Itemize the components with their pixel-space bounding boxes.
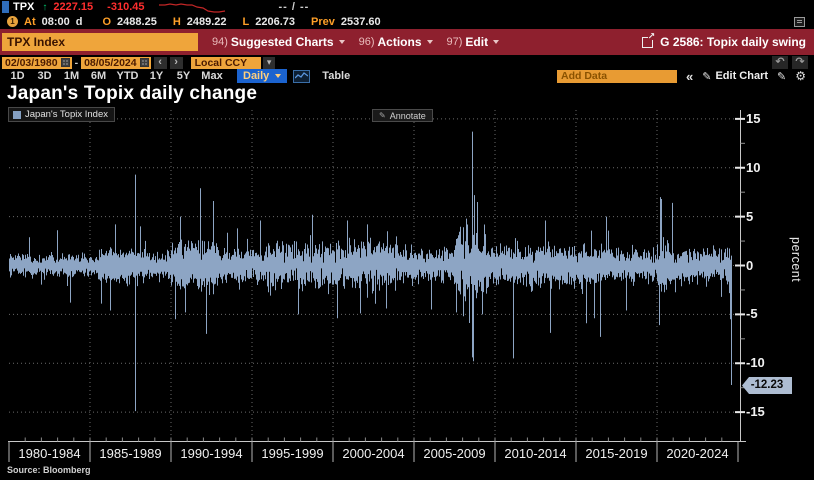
prev-value: 2537.60 (340, 15, 381, 28)
legend-label: Japan's Topix Index (25, 109, 108, 120)
y-axis-tick-label: 15 (746, 110, 761, 126)
bid-ask-placeholder: -- / -- (278, 1, 310, 13)
range-ytd[interactable]: YTD (116, 70, 139, 82)
periodicity-select[interactable]: Daily (237, 69, 288, 83)
next-period-button[interactable]: › (169, 56, 183, 69)
actions-menu[interactable]: 96) Actions (359, 35, 433, 49)
open-value: 2488.25 (117, 15, 157, 28)
menu-key: 97) (446, 36, 463, 48)
caret-down-icon (493, 40, 500, 44)
caret-down-icon (338, 40, 345, 44)
currency-select[interactable]: Local CCY (190, 56, 262, 69)
range-1y[interactable]: 1Y (149, 70, 164, 82)
low-value: 2206.73 (255, 15, 296, 28)
x-axis-label: 2010-2014 (504, 446, 567, 461)
delayed-quote-icon: 1 (7, 16, 18, 27)
annotate-button[interactable]: ✎ Annotate (372, 109, 433, 122)
line-chart-icon[interactable] (293, 69, 311, 83)
low-label: L (242, 15, 250, 28)
date-to-field[interactable]: 08/05/2024 (81, 56, 151, 69)
y-axis-tick-label: -5 (746, 306, 758, 322)
y-axis-tick-label: 5 (746, 208, 754, 224)
menu-label: Actions (377, 35, 422, 49)
y-axis-tick-label: 0 (746, 257, 754, 273)
gear-icon[interactable]: ⚙ (795, 69, 806, 83)
source-credit: Source: Bloomberg (7, 465, 91, 475)
x-axis-label: 1995-1999 (261, 446, 324, 461)
caret-down-icon (426, 40, 433, 44)
up-arrow-icon: ↑ (42, 1, 48, 13)
last-value-badge: -12.23 (742, 377, 792, 394)
edit-menu[interactable]: 97) Edit (447, 35, 500, 49)
security-input-field[interactable]: TPX Index (2, 33, 198, 51)
x-axis-label: 2000-2004 (342, 446, 405, 461)
menu-label: Edit (465, 35, 489, 49)
chart-legend[interactable]: Japan's Topix Index (8, 107, 115, 122)
screen-label: G 2586: Topix daily swing (660, 35, 806, 49)
notes-panel-icon[interactable] (794, 17, 805, 27)
x-axis-label: 2005-2009 (423, 446, 486, 461)
redo-button[interactable]: ↷ (792, 56, 808, 69)
annotate-tool-icon[interactable]: ✎ (777, 70, 787, 83)
calendar-icon[interactable] (60, 58, 70, 67)
range-3d[interactable]: 3D (37, 70, 52, 82)
security-marker-icon (2, 1, 9, 13)
last-price: 2227.15 (53, 1, 94, 13)
session-stats-bar: 1 At 08:00 d O 2488.25 H 2489.22 L 2206.… (0, 14, 814, 29)
menu-key: 96) (358, 36, 375, 48)
date-from-field[interactable]: 02/03/1980 (2, 56, 72, 69)
undo-button[interactable]: ↶ (772, 56, 788, 69)
currency-caret-button[interactable]: ▾ (263, 56, 276, 69)
range-5y[interactable]: 5Y (176, 70, 191, 82)
export-icon[interactable]: ↗ (642, 31, 656, 48)
x-axis-label: 2020-2024 (666, 446, 729, 461)
caret-down-icon (275, 74, 282, 78)
prev-label: Prev (311, 15, 335, 28)
at-label: At (24, 15, 36, 28)
price-sparkline-icon (159, 3, 226, 13)
quote-time: 08:00 (41, 15, 70, 28)
x-axis-label: 1980-1984 (18, 446, 81, 461)
range-6m[interactable]: 6M (90, 70, 107, 82)
delayed-flag: d (75, 15, 83, 28)
date-separator: - (74, 56, 79, 69)
open-label: O (102, 15, 112, 28)
add-data-input[interactable] (557, 69, 677, 83)
price-change: -310.45 (107, 1, 145, 13)
function-toolbar: TPX Index 94) Suggested Charts 96) Actio… (0, 29, 814, 55)
annotate-pencil-icon: ✎ (379, 111, 386, 120)
suggested-charts-menu[interactable]: 94) Suggested Charts (212, 35, 345, 49)
edit-chart-button[interactable]: Edit Chart (715, 70, 769, 82)
x-axis-label: 1985-1989 (99, 446, 162, 461)
range-1d[interactable]: 1D (10, 70, 25, 82)
prev-period-button[interactable]: ‹ (153, 56, 167, 69)
ticker-symbol: TPX (13, 1, 35, 13)
security-summary-bar: TPX ↑ 2227.15 -310.45 -- / -- (0, 0, 814, 14)
x-axis-label: 1990-1994 (180, 446, 243, 461)
pencil-icon: ✎ (702, 70, 712, 83)
high-label: H (172, 15, 181, 28)
y-axis-tick-label: 10 (746, 159, 761, 175)
collapse-icon[interactable]: « (686, 68, 694, 84)
menu-key: 94) (212, 36, 228, 48)
y-axis-unit-label: percent (789, 237, 803, 283)
high-value: 2489.22 (186, 15, 227, 28)
chart-toolbar: 1D 3D 1M 6M YTD 1Y 5Y Max Daily Table « … (0, 68, 814, 84)
range-max[interactable]: Max (201, 70, 223, 82)
range-1m[interactable]: 1M (63, 70, 80, 82)
x-axis-label: 2015-2019 (585, 446, 648, 461)
y-axis-tick-label: -15 (746, 404, 765, 420)
calendar-icon[interactable] (139, 58, 149, 67)
chart-title: Japan's Topix daily change (7, 83, 258, 104)
menu-label: Suggested Charts (230, 35, 334, 49)
y-axis-tick-label: -10 (746, 355, 765, 371)
table-button[interactable]: Table (322, 70, 351, 82)
legend-swatch-icon (13, 110, 21, 119)
date-range-bar: 02/03/1980 - 08/05/2024 ‹ › Local CCY ▾ … (0, 56, 814, 69)
